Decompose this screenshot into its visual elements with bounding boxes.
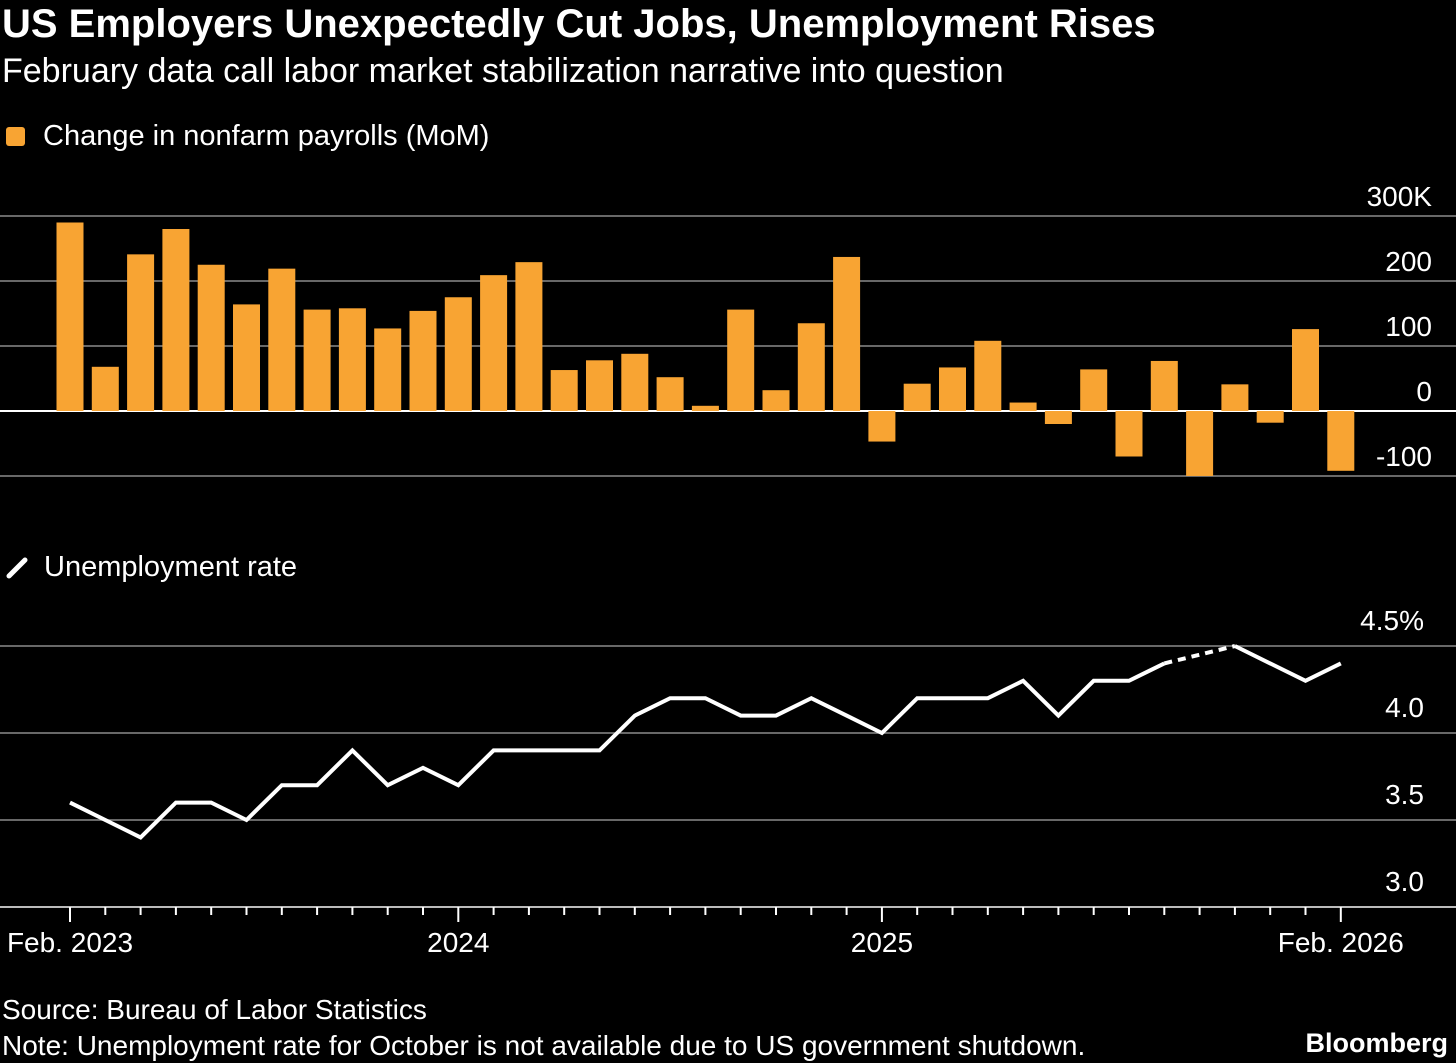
payrolls-bar	[233, 304, 260, 411]
unemployment-y-ticks: 4.5% 4.0 3.5 3.0	[1360, 605, 1424, 897]
payrolls-bar	[197, 264, 225, 411]
payrolls-bar	[550, 370, 578, 411]
payrolls-bar	[833, 256, 861, 411]
payrolls-bar	[1256, 411, 1284, 423]
payrolls-bar	[1009, 402, 1037, 411]
unemployment-legend: Unemployment rate	[6, 551, 297, 584]
unemployment-y-tick-label: 4.0	[1385, 692, 1424, 723]
payrolls-bar	[1186, 411, 1214, 476]
payrolls-bar	[1150, 360, 1178, 411]
payrolls-bar	[656, 377, 684, 411]
x-axis-label: 2024	[427, 927, 489, 958]
unemployment-gridlines	[0, 645, 1456, 908]
note-text: Note: Unemployment rate for October is n…	[2, 1030, 1086, 1061]
unemployment-y-tick-label: 3.0	[1385, 866, 1424, 897]
source-text: Source: Bureau of Labor Statistics	[2, 994, 427, 1025]
payrolls-bar	[374, 328, 402, 411]
payrolls-bar	[691, 405, 719, 411]
unemployment-line	[1234, 644, 1342, 684]
unemployment-swatch	[6, 557, 28, 578]
payrolls-bar	[303, 309, 331, 411]
unemployment-line	[69, 661, 1166, 840]
payrolls-bar	[621, 353, 649, 411]
payrolls-y-tick-label: 300K	[1367, 181, 1433, 212]
payrolls-bar	[586, 360, 613, 411]
payrolls-bar	[1115, 411, 1143, 457]
payrolls-bars	[56, 222, 1355, 476]
payrolls-bar	[444, 297, 472, 411]
payrolls-bar	[1044, 411, 1072, 424]
payrolls-bar	[515, 262, 543, 411]
payrolls-y-tick-label: -100	[1376, 441, 1432, 472]
payrolls-y-tick-label: 0	[1416, 376, 1432, 407]
payrolls-legend: Change in nonfarm payrolls (MoM)	[6, 120, 489, 153]
chart-title: US Employers Unexpectedly Cut Jobs, Unem…	[2, 2, 1156, 46]
payrolls-bar	[409, 310, 437, 411]
x-axis-label: 2025	[851, 927, 913, 958]
payrolls-swatch	[6, 127, 25, 146]
chart-subtitle: February data call labor market stabiliz…	[2, 52, 1004, 90]
payrolls-bar	[727, 309, 755, 411]
unemployment-series	[69, 644, 1342, 840]
payrolls-bar	[1221, 384, 1249, 411]
payrolls-y-tick-label: 100	[1385, 311, 1432, 342]
payrolls-y-tick-label: 200	[1385, 246, 1432, 277]
payrolls-bar	[268, 268, 296, 411]
bloomberg-logo: Bloomberg	[1305, 1028, 1448, 1058]
payrolls-bar	[1080, 369, 1108, 411]
payrolls-bar	[903, 383, 931, 411]
payrolls-bar	[868, 411, 896, 442]
payrolls-bar	[1292, 329, 1319, 411]
payrolls-y-ticks: 300K 200 100 0 -100	[1367, 181, 1433, 472]
payrolls-bar	[162, 229, 190, 411]
payrolls-bar	[127, 254, 155, 411]
payrolls-legend-label: Change in nonfarm payrolls (MoM)	[43, 120, 490, 152]
payrolls-bar	[56, 222, 84, 411]
payrolls-bar	[797, 323, 825, 411]
unemployment-y-tick-label: 4.5%	[1360, 605, 1424, 636]
payrolls-bar	[480, 275, 508, 411]
payrolls-bar	[762, 390, 790, 411]
payrolls-bar	[974, 340, 1002, 411]
payrolls-bar	[939, 367, 966, 411]
x-axis-label: Feb. 2023	[7, 927, 133, 958]
payrolls-bar	[91, 366, 119, 411]
x-axis-label: Feb. 2026	[1278, 927, 1404, 958]
unemployment-legend-label: Unemployment rate	[44, 551, 298, 583]
x-axis: Feb. 2023 2024 2025 Feb. 2026	[0, 906, 1456, 958]
payrolls-bar	[338, 308, 366, 411]
unemployment-gap-dashed	[1163, 644, 1236, 666]
unemployment-y-tick-label: 3.5	[1385, 779, 1424, 810]
payrolls-bar	[1327, 411, 1355, 471]
